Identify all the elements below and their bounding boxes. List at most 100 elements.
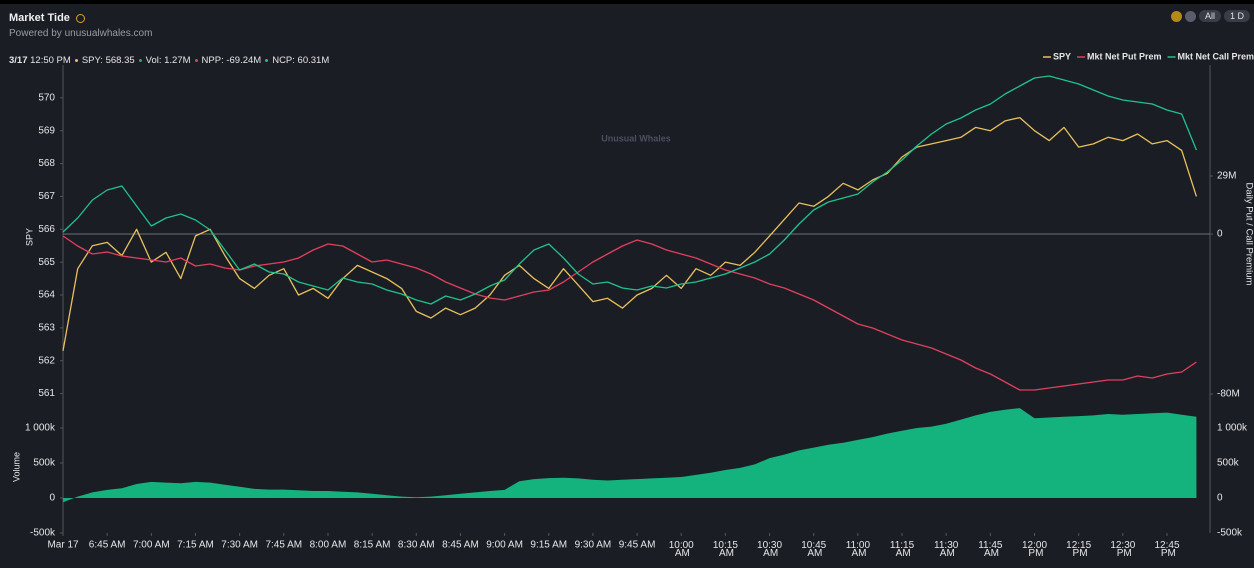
x-tick-label: 9:45 AM [619,540,656,551]
x-tick-label: 7:15 AM [177,540,214,551]
x-tick-label: 12:45 PM [1154,540,1179,559]
y-axis-label: SPY [24,228,34,246]
icon[interactable] [1184,10,1196,22]
x-tick-label: 11:30 AM [934,540,959,559]
x-tick-label: 9:00 AM [486,540,523,551]
readout-dot [138,58,142,62]
volume-tick-label: 500k [33,458,56,469]
x-tick-label: 8:00 AM [310,540,347,551]
y-tick-label: 561 [38,388,55,399]
x-tick-label: 11:00 AM [846,540,871,559]
y-tick-label: 563 [38,322,55,333]
readout-dot [74,58,78,62]
x-tick-label-line: 12:00 [1022,540,1047,551]
y2-tick-label: 0 [1217,229,1223,240]
x-tick-label-line: 10:00 [669,540,694,551]
x-tick-label: 11:45 AM [978,540,1003,559]
x-tick-label: 8:30 AM [398,540,435,551]
top-bar [0,0,1254,4]
readout-item: SPY: 568.35 [81,55,135,66]
y-tick-label: 565 [38,257,55,268]
x-tick-label: 7:30 AM [221,540,258,551]
series-line [62,235,1197,391]
volume-tick-label: -500k [30,528,56,539]
x-tick-label: 12:30 PM [1110,540,1135,559]
x-tick-label: 8:45 AM [442,540,479,551]
x-tick-label-line: AM [893,548,910,559]
volume-tick-label: 1 000k [25,423,56,434]
subtitle: Powered by unusualwhales.com [9,28,153,39]
x-tick-label: 10:00 AM [669,540,694,559]
x-tick-label-line: AM [717,548,734,559]
volume-tick-label-right: 500k [1217,458,1240,469]
x-tick-label-line: PM [1070,548,1088,559]
icon[interactable] [1170,10,1182,22]
x-tick-label-line: AM [982,548,999,559]
x-tick-label-line: 12:15 [1066,540,1091,551]
title: Market Tide [9,12,85,24]
filter-button[interactable]: All [1198,10,1221,22]
readout-item: NPP: -69.24M [201,55,262,66]
x-tick-label: 10:15 AM [713,540,738,559]
x-tick-label: 12:15 PM [1066,540,1091,559]
readout-dot [265,58,269,62]
x-tick-label: 12:00 PM [1022,540,1047,559]
readout-dot [194,58,198,62]
volume-tick-label: 0 [49,493,55,504]
x-tick-label: 8:15 AM [354,540,391,551]
info-icon[interactable] [75,13,85,23]
readout-date: 3/17 [9,55,28,66]
x-tick-label-line: 10:15 [713,540,738,551]
volume-tick-label-right: 1 000k [1217,423,1248,434]
x-tick-label-line: 11:30 [934,540,959,551]
volume-tick-label-right: -500k [1217,528,1243,539]
x-tick-label-line: 11:45 [978,540,1003,551]
y-tick-label: 569 [38,125,55,136]
x-tick-label-line: AM [938,548,955,559]
y-tick-label: 564 [38,290,55,301]
x-tick-label-line: 10:45 [801,540,826,551]
y-tick-label: 570 [38,92,55,103]
volume-tick-label-right: 0 [1217,493,1223,504]
x-tick-label-line: PM [1114,548,1132,559]
x-tick-label-line: AM [673,548,690,559]
x-tick-label-line: PM [1158,548,1176,559]
x-tick-label: 9:15 AM [530,540,567,551]
legend-label: Mkt Net Put Prem [1087,51,1162,61]
x-tick-label-line: 11:00 [846,540,871,551]
x-tick-label: 7:00 AM [133,540,170,551]
controls: All 1 D [1170,10,1250,22]
readout-item: NCP: 60.31M [272,55,330,66]
x-tick-label: 10:45 AM [801,540,826,559]
x-tick-label: Mar 17 [47,540,79,551]
readout-item: Vol: 1.27M [145,55,191,66]
readout: 3/17 12:50 PM SPY: 568.35 Vol: 1.27M NPP: -… [9,55,329,66]
x-tick-label-line: 10:30 [757,540,782,551]
title-text: Market Tide [9,12,70,24]
y2-tick-label: 29M [1217,171,1236,182]
y-tick-label: 566 [38,224,55,235]
readout-time: 12:50 PM [30,55,71,66]
x-tick-label-line: 11:15 [890,540,915,551]
legend-label: Mkt Net Call Prem [1178,51,1254,61]
watermark: Unusual Whales [601,133,671,143]
y2-axis-label: Daily Put / Call Premium [1243,183,1254,286]
x-tick-label-line: AM [761,548,778,559]
x-tick-label: 7:45 AM [265,540,302,551]
x-tick-label-line: AM [805,548,822,559]
x-tick-label-line: AM [849,548,866,559]
y-tick-label: 567 [38,191,55,202]
x-tick-label: 11:15 AM [890,540,915,559]
volume-area [63,408,1197,503]
x-tick-label-line: PM [1026,548,1044,559]
y-tick-label: 568 [38,158,55,169]
x-tick-label-line: 12:45 [1154,540,1179,551]
volume-axis-label: Volume [11,452,21,482]
x-tick-label: 10:30 AM [757,540,782,559]
range-button[interactable]: 1 D [1223,10,1250,22]
series-line [62,116,1198,352]
legend-label: SPY [1053,51,1071,61]
y-tick-label: 562 [38,355,55,366]
x-tick-label: 9:30 AM [575,540,612,551]
